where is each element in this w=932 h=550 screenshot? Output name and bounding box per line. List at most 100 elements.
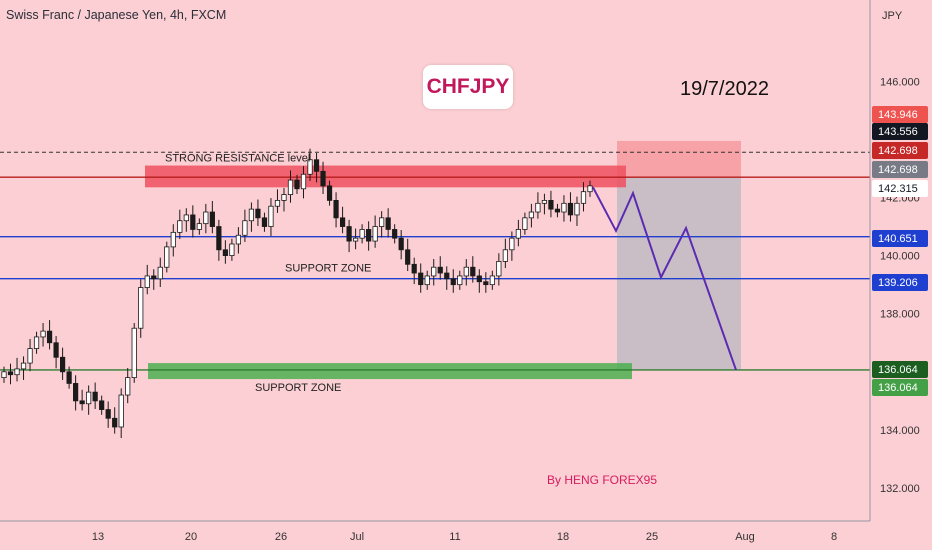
candle-body xyxy=(7,371,14,376)
trade-risk-zone xyxy=(617,140,741,178)
candle-body xyxy=(144,275,150,288)
price-tag-label: 143.946 xyxy=(878,109,918,121)
candle-body xyxy=(1,371,7,379)
candle-body xyxy=(27,348,33,364)
candle-body xyxy=(535,202,541,213)
y-tick-label: 138.000 xyxy=(880,309,920,321)
candle-body xyxy=(216,226,222,251)
candle-body xyxy=(60,356,66,373)
candle-body xyxy=(372,226,378,242)
time-axis-bg xyxy=(0,521,932,550)
currency-label: JPY xyxy=(882,10,903,22)
price-tag-bg xyxy=(872,230,928,247)
candle-body xyxy=(431,266,437,277)
y-tick-label: 140.000 xyxy=(880,251,920,263)
candle-body xyxy=(483,281,489,286)
candle-body xyxy=(222,249,228,256)
candle-body xyxy=(405,249,411,265)
price-tag-bg xyxy=(872,274,928,291)
support-zone-label-upper: SUPPORT ZONE xyxy=(285,262,371,274)
candle-body xyxy=(86,391,92,405)
y-tick-label: 134.000 xyxy=(880,425,920,437)
candle-body xyxy=(385,217,391,230)
price-tag-bg xyxy=(872,123,928,140)
candle-body xyxy=(105,409,111,419)
support-zone-label-lower: SUPPORT ZONE xyxy=(255,382,341,394)
candle-body xyxy=(587,185,593,193)
date-annotation: 19/7/2022 xyxy=(680,78,769,100)
candle-body xyxy=(307,159,313,175)
price-tag-label: 136.064 xyxy=(878,382,918,394)
price-tag-label: 140.651 xyxy=(878,233,918,245)
candle-body xyxy=(398,237,404,251)
candle-body xyxy=(411,263,417,274)
candle-body xyxy=(541,200,548,204)
resistance-zone xyxy=(145,165,626,188)
symbol-badge: CHFJPY xyxy=(423,65,513,109)
candle-body xyxy=(196,223,202,230)
candle-body xyxy=(125,377,131,396)
x-tick-label: 13 xyxy=(92,531,104,543)
author-credit: By HENG FOREX95 xyxy=(547,473,658,487)
price-tag-label: 139.206 xyxy=(878,277,918,289)
symbol-title: Swiss Franc / Japanese Yen, 4h, FXCM xyxy=(6,8,227,22)
candle-body xyxy=(313,159,320,172)
candle-body xyxy=(567,202,574,216)
candle-body xyxy=(392,229,398,239)
candle-body xyxy=(203,211,209,225)
candle-body xyxy=(157,266,163,280)
candle-body xyxy=(444,272,450,280)
resistance-zone-label: STRONG RESISTANCE level xyxy=(165,153,310,165)
candle-body xyxy=(346,226,352,242)
candle-body xyxy=(359,229,365,239)
candle-body xyxy=(138,287,144,329)
candle-body xyxy=(255,208,261,219)
x-tick-label: 8 xyxy=(831,531,837,543)
candle-body xyxy=(333,200,339,219)
support-zone-green xyxy=(148,363,632,380)
candle-body xyxy=(268,205,274,227)
price-tag-label: 142.698 xyxy=(878,164,918,176)
candle-body xyxy=(131,327,137,379)
candle-body xyxy=(489,275,495,286)
candle-body xyxy=(450,278,456,286)
candle-body xyxy=(326,185,333,201)
candle-body xyxy=(14,368,20,376)
x-tick-label: 18 xyxy=(557,531,569,543)
candle-body xyxy=(164,246,170,268)
candle-body xyxy=(548,200,554,210)
candle-body xyxy=(574,202,580,216)
candle-body xyxy=(509,237,515,251)
candle-body xyxy=(99,400,105,410)
y-tick-label: 132.000 xyxy=(880,483,920,495)
candle-body xyxy=(235,234,241,245)
candle-body xyxy=(229,243,235,256)
price-tag-bg xyxy=(872,361,928,378)
candle-body xyxy=(73,383,79,402)
candle-body xyxy=(476,275,482,283)
candle-body xyxy=(33,336,40,349)
candle-body xyxy=(242,220,248,236)
candle-body xyxy=(502,249,508,262)
candle-body xyxy=(79,400,85,405)
x-tick-label: 20 xyxy=(185,531,197,543)
candle-body xyxy=(190,214,196,230)
candle-body xyxy=(118,394,124,428)
candle-body xyxy=(287,179,294,195)
x-tick-label: 25 xyxy=(646,531,658,543)
candle-body xyxy=(561,202,567,213)
projection-path xyxy=(592,186,737,371)
candle-body xyxy=(177,220,183,233)
price-tag-label: 136.064 xyxy=(878,364,918,376)
candle-body xyxy=(424,275,430,286)
candle-body xyxy=(261,217,268,227)
price-tag-bg xyxy=(872,106,928,123)
candle-body xyxy=(281,194,287,201)
candle-body xyxy=(300,173,307,190)
price-tag-bg xyxy=(872,379,928,396)
candle-body xyxy=(379,217,385,227)
price-tag-label: 142.698 xyxy=(878,145,918,157)
x-tick-label: Aug xyxy=(735,531,755,543)
candle-body xyxy=(53,342,59,358)
